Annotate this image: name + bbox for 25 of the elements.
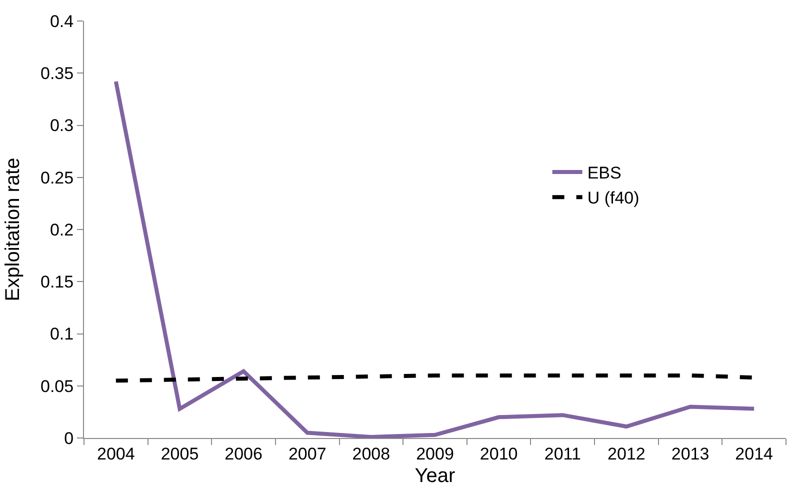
x-axis-title: Year [414, 464, 456, 487]
y-tick-label: 0.15 [40, 272, 74, 292]
x-tick-label: 2014 [735, 444, 774, 464]
x-tick-label: 2007 [288, 444, 326, 464]
legend-label: EBS [587, 164, 622, 183]
x-tick-label: 2013 [671, 444, 710, 464]
y-axis-title: Exploitation rate [2, 158, 24, 302]
y-tick-label: 0.25 [40, 168, 74, 188]
y-tick-label: 0.3 [50, 116, 74, 136]
x-tick-label: 2009 [416, 444, 454, 464]
y-tick-label: 0 [64, 428, 74, 448]
x-tick-label: 2011 [544, 444, 581, 464]
y-tick-label: 0.35 [40, 64, 74, 84]
legend-label: U (f40) [587, 188, 640, 208]
x-tick-label: 2005 [160, 444, 199, 464]
line-series [114, 79, 756, 438]
x-tick-label: 2004 [96, 444, 135, 464]
y-tick-label: 0.1 [50, 324, 74, 344]
x-tick-label: 2010 [480, 444, 518, 464]
y-tick-label: 0.4 [50, 12, 74, 31]
x-tick-label: 2012 [608, 444, 646, 464]
x-tick-label: 2006 [224, 444, 262, 464]
y-tick-label: 0.05 [40, 376, 74, 396]
x-tick-label: 2008 [352, 444, 390, 464]
y-tick-label: 0.2 [50, 220, 74, 240]
